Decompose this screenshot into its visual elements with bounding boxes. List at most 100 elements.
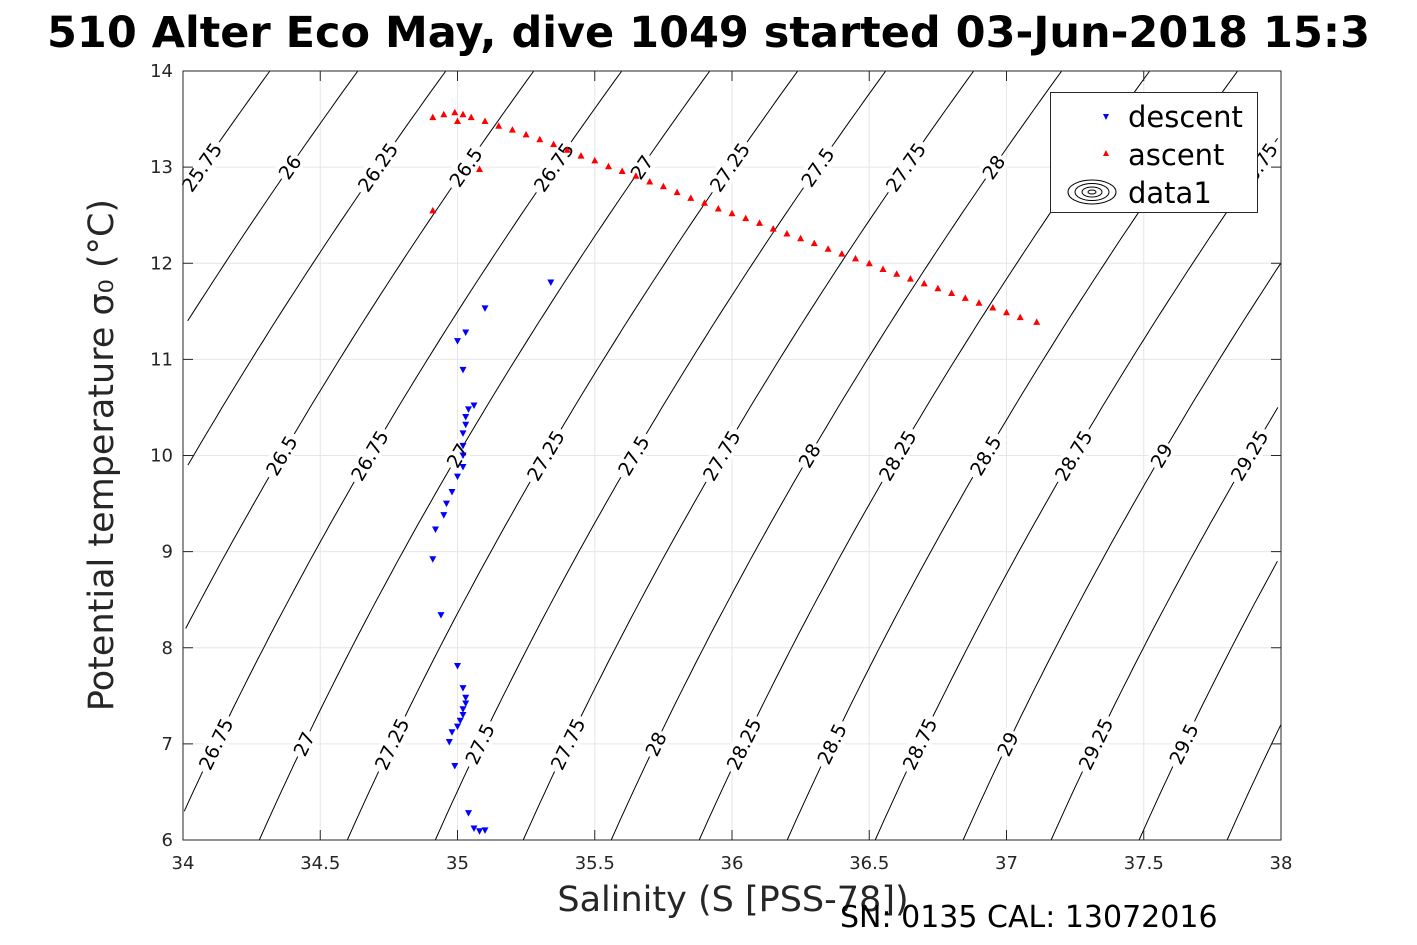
- y-axis-label: Potential temperature σ₀ (°C): [82, 198, 122, 712]
- descent-marker: [459, 442, 467, 450]
- contour-label-backdrop: [720, 711, 767, 777]
- ascent-marker: [632, 172, 640, 179]
- y-tick-label: 6: [162, 830, 173, 851]
- descent-marker: [459, 366, 467, 374]
- ascent-marker: [591, 156, 599, 164]
- x-tick-label: 37.5: [1124, 853, 1164, 874]
- triangle-up-icon: [1103, 150, 1109, 156]
- legend-item-descent[interactable]: descent: [1051, 99, 1257, 134]
- ascent-marker: [550, 140, 558, 148]
- contour-label-backdrop: [368, 711, 415, 777]
- ascent-marker: [481, 117, 489, 124]
- legend-label-contours: data1: [1128, 176, 1212, 210]
- contour-label-backdrop: [976, 149, 1011, 185]
- ascent-marker: [563, 146, 571, 153]
- ascent-marker: [508, 126, 516, 133]
- ascent-marker: [948, 289, 956, 296]
- ascent-marker: [454, 117, 461, 124]
- y-tick-label: 10: [150, 446, 173, 467]
- descent-marker: [465, 810, 472, 817]
- density-contour-line: [187, 70, 359, 322]
- ascent-marker: [961, 294, 969, 301]
- ascent-marker: [646, 178, 654, 185]
- contour-label-backdrop: [192, 711, 239, 777]
- descent-marker: [547, 279, 555, 286]
- ascent-marker: [852, 254, 859, 262]
- x-axis-label: Salinity (S [PSS-78]): [557, 880, 909, 920]
- data-points: [429, 108, 1041, 835]
- descent-marker: [437, 612, 445, 619]
- legend[interactable]: descent ascent data1: [1050, 92, 1258, 213]
- contour-label-backdrop: [544, 711, 591, 777]
- x-tick-label: 36.5: [849, 853, 889, 874]
- ascent-marker: [879, 265, 887, 272]
- triangle-down-icon: [1103, 114, 1109, 120]
- ascent-marker: [605, 162, 612, 170]
- ascent-marker: [659, 182, 667, 190]
- ascent-marker: [989, 304, 997, 311]
- descent-marker: [476, 828, 483, 835]
- y-tick-label: 11: [150, 349, 173, 370]
- chart-title: 510 Alter Eco May, dive 1049 started 03-…: [46, 8, 1371, 58]
- contour-label-backdrop: [440, 437, 475, 474]
- ascent-marker: [893, 270, 901, 277]
- ascent-marker: [440, 110, 448, 118]
- legend-item-ascent[interactable]: ascent: [1051, 137, 1257, 172]
- x-tick-label: 37: [995, 853, 1018, 874]
- ascent-marker: [783, 230, 791, 237]
- descent-marker: [481, 827, 489, 834]
- contour-label-backdrop: [896, 711, 943, 777]
- contour-label-backdrop: [703, 135, 757, 199]
- contour-label-backdrop: [810, 716, 853, 772]
- contour-label-backdrop: [287, 726, 320, 762]
- ascent-marker: [714, 205, 722, 212]
- contour-label-backdrop: [1072, 711, 1119, 777]
- ascent-marker: [476, 165, 483, 172]
- ascent-marker: [824, 245, 832, 252]
- y-tick-label: 8: [162, 638, 173, 659]
- contour-label-backdrop: [872, 423, 923, 488]
- ascent-marker: [701, 199, 708, 206]
- descent-marker: [429, 556, 437, 563]
- contour-label-backdrop: [175, 135, 229, 199]
- descent-marker: [462, 694, 470, 702]
- y-tick-label: 14: [150, 61, 173, 82]
- ascent-marker: [577, 152, 585, 159]
- descent-marker: [459, 464, 467, 471]
- contour-label-backdrop: [963, 428, 1008, 483]
- ascent-marker: [522, 130, 530, 138]
- descent-marker: [456, 717, 464, 725]
- descent-marker: [454, 473, 461, 481]
- ascent-marker: [975, 299, 983, 306]
- serial-calibration-note: SN: 0135 CAL: 13072016: [840, 900, 1218, 935]
- descent-marker: [470, 402, 478, 409]
- ascent-marker: [495, 122, 503, 129]
- x-tick-label: 34: [172, 853, 195, 874]
- contour-label-backdrop: [639, 726, 672, 762]
- contour-label-backdrop: [259, 428, 304, 483]
- ascent-marker: [906, 275, 914, 282]
- contour-label-backdrop: [696, 423, 747, 488]
- ascent-marker: [687, 194, 695, 201]
- descent-marker: [454, 723, 461, 731]
- contour-label-backdrop: [344, 423, 395, 488]
- ascent-marker: [1016, 313, 1024, 321]
- contour-label-backdrop: [1162, 716, 1205, 772]
- contour-label-backdrop: [794, 140, 841, 194]
- descent-marker: [459, 685, 467, 692]
- legend-item-contours[interactable]: data1: [1051, 175, 1257, 210]
- ascent-marker: [934, 284, 942, 292]
- x-tick-label: 34.5: [300, 853, 340, 874]
- y-tick-label: 13: [150, 157, 173, 178]
- ascent-marker: [838, 250, 846, 257]
- ascent-marker: [429, 113, 437, 121]
- contour-icon: [1067, 179, 1117, 205]
- x-tick-label: 38: [1270, 853, 1293, 874]
- ascent-marker: [467, 113, 475, 121]
- x-tick-label: 35.5: [575, 853, 615, 874]
- contour-label-backdrop: [624, 149, 659, 185]
- legend-label-descent: descent: [1128, 100, 1243, 134]
- ascent-marker: [865, 259, 873, 267]
- ascent-marker: [797, 234, 805, 242]
- descent-marker: [481, 305, 489, 312]
